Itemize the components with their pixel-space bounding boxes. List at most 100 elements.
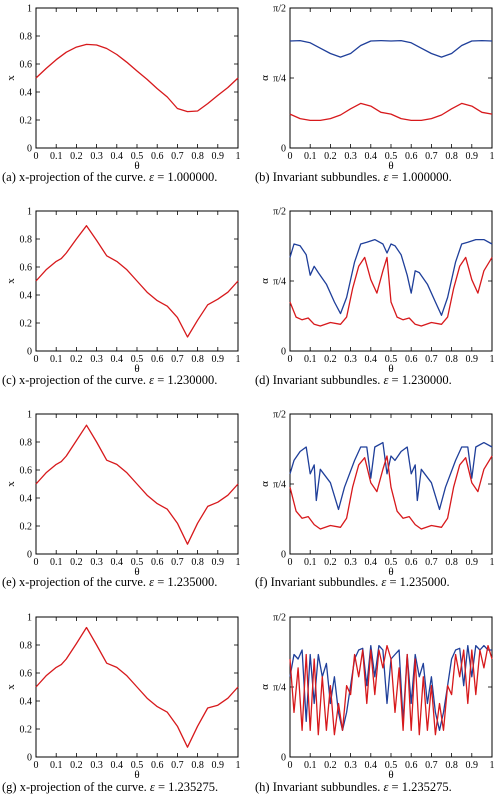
chart-b-frame [289, 7, 493, 149]
chart-b-xtick-label: 0.2 [324, 151, 337, 162]
chart-g-xtick-label: 0.6 [151, 760, 164, 771]
chart-h-xtick-label: 0.8 [445, 760, 458, 771]
chart-e-xtick-label: 0.3 [90, 557, 103, 568]
chart-g-xtick-label: 0.5 [131, 760, 144, 771]
chart-f-xtick-label: 0.6 [405, 557, 418, 568]
chart-g-ytick-label: 0 [27, 753, 32, 764]
chart-g-ytick-label: 1 [27, 613, 32, 624]
chart-g-xtick-label: 0.7 [171, 760, 184, 771]
chart-e-ylabel: x [5, 481, 17, 487]
chart-g: 0 0.1 0.2 0.3 0.4 0.5 0.6 0.7 0.8 0.9 1 0 0.2 0.4 0.6 0… [5, 613, 241, 782]
chart-f-series-red [289, 455, 493, 530]
chart-f: 0 0.1 0.2 0.3 0.4 0.5 0.6 0.7 0.8 0.9 1 0 π/4 π/2 θ α [259, 410, 495, 579]
caption-b-text: Invariant subbundles. [272, 170, 381, 184]
chart-a-series-red [35, 43, 239, 113]
chart-a-ylabel: x [5, 75, 17, 81]
caption-f-eps-symbol: ε [381, 575, 387, 589]
chart-g-xtick-label: 0.8 [191, 760, 204, 771]
chart-f-xlabel: θ [388, 566, 393, 578]
chart-a-xtick-label: 1 [236, 151, 241, 162]
chart-e-xtick-label: 0.6 [151, 557, 164, 568]
chart-g-xtick-label: 0.1 [50, 760, 63, 771]
chart-g-series-red [35, 626, 239, 748]
chart-e-xtick-label: 0 [34, 557, 39, 568]
caption-b-eq: = [391, 170, 399, 184]
chart-b-xtick-label: 0.1 [304, 151, 317, 162]
chart-d-xtick-label: 0.6 [405, 354, 418, 365]
chart-a-xtick-label: 0.3 [90, 151, 103, 162]
chart-e-ytick-label: 0.4 [20, 494, 33, 505]
caption-a-eps-value: 1.000000. [167, 170, 218, 184]
chart-c-ytick-label: 0.2 [20, 319, 33, 330]
caption-h-eq: = [391, 780, 399, 794]
chart-c-xtick-label: 0.6 [151, 354, 164, 365]
chart-e-ytick-label: 0.6 [20, 466, 33, 477]
chart-d-xlabel: θ [388, 363, 393, 375]
caption-a-eq: = [157, 170, 165, 184]
chart-f-xtick-label: 0.9 [466, 557, 479, 568]
chart-b-xlabel: θ [388, 160, 393, 172]
chart-b-xtick-label: 0.5 [385, 151, 398, 162]
caption-c: (c) x-projection of the curve. ε = 1.230… [2, 373, 217, 388]
caption-g-eps-value: 1.235275. [168, 780, 219, 794]
caption-h-label: (h) [255, 780, 270, 794]
chart-g-ytick-label: 0.6 [20, 669, 33, 680]
chart-e-xtick-label: 0.8 [191, 557, 204, 568]
caption-f-eps-value: 1.235000. [399, 575, 450, 589]
caption-g-text: x-projection of the curve. [19, 780, 147, 794]
chart-g-xtick-label: 0 [34, 760, 39, 771]
chart-c-xtick-label: 0.1 [50, 354, 63, 365]
chart-d-xtick-label: 0.4 [365, 354, 378, 365]
caption-g-eps-symbol: ε [149, 780, 155, 794]
chart-b-series-red [289, 102, 493, 122]
caption-b-label: (b) [255, 170, 270, 184]
chart-b-ytick-label: π/4 [273, 74, 286, 85]
chart-a-xtick-label: 0 [34, 151, 39, 162]
chart-a-ytick-label: 0 [27, 144, 32, 155]
chart-c-xtick-label: 0.8 [191, 354, 204, 365]
chart-f-xtick-label: 0.4 [365, 557, 378, 568]
chart-d-frame [289, 210, 493, 352]
caption-h-text: Invariant subbundles. [272, 780, 381, 794]
chart-h-xtick-label: 0.6 [405, 760, 418, 771]
chart-g-xtick-label: 0.4 [111, 760, 124, 771]
chart-e-xtick-label: 0.9 [212, 557, 225, 568]
chart-c-xlabel: θ [134, 363, 139, 375]
chart-a-xtick-label: 0.8 [191, 151, 204, 162]
caption-b-eps-symbol: ε [383, 170, 389, 184]
chart-b-ytick-label: 0 [281, 144, 286, 155]
chart-e-ytick-label: 0 [27, 550, 32, 561]
chart-h: 0 0.1 0.2 0.3 0.4 0.5 0.6 0.7 0.8 0.9 1 0 π/4 π/2 θ α [259, 613, 495, 782]
chart-f-xtick-label: 0.7 [425, 557, 438, 568]
chart-a-xtick-label: 0.1 [50, 151, 63, 162]
chart-d-xtick-label: 0.9 [466, 354, 479, 365]
caption-f-label: (f) [255, 575, 268, 589]
chart-c-xtick-label: 0.5 [131, 354, 144, 365]
caption-g-eq: = [157, 780, 165, 794]
caption-e-eps-value: 1.235000. [167, 575, 218, 589]
chart-c-ytick-label: 1 [27, 207, 32, 218]
chart-b-xtick-label: 1 [490, 151, 495, 162]
chart-c-series-red [35, 225, 239, 338]
chart-a-xtick-label: 0.2 [70, 151, 83, 162]
chart-g-xtick-label: 0.2 [70, 760, 83, 771]
chart-e-xtick-label: 0.5 [131, 557, 144, 568]
chart-f-xtick-label: 1 [490, 557, 495, 568]
chart-a-xtick-label: 0.7 [171, 151, 184, 162]
chart-f-xtick-label: 0.1 [304, 557, 317, 568]
caption-a-text: x-projection of the curve. [19, 170, 147, 184]
chart-c-ytick-label: 0.4 [20, 291, 33, 302]
chart-e-xtick-label: 0.2 [70, 557, 83, 568]
chart-h-xtick-label: 0.5 [385, 760, 398, 771]
caption-d: (d) Invariant subbundles. ε = 1.230000. [255, 373, 452, 388]
chart-c: 0 0.1 0.2 0.3 0.4 0.5 0.6 0.7 0.8 0.9 1 0 0.2 0.4 0.6 0… [5, 207, 241, 376]
caption-a: (a) x-projection of the curve. ε = 1.000… [2, 170, 217, 185]
chart-b-xtick-label: 0.7 [425, 151, 438, 162]
chart-d-xtick-label: 0.5 [385, 354, 398, 365]
chart-b-xtick-label: 0.4 [365, 151, 378, 162]
caption-d-eps-value: 1.230000. [401, 373, 452, 387]
caption-e-text: x-projection of the curve. [19, 575, 147, 589]
caption-b: (b) Invariant subbundles. ε = 1.000000. [255, 170, 452, 185]
chart-e-xtick-label: 0.7 [171, 557, 184, 568]
